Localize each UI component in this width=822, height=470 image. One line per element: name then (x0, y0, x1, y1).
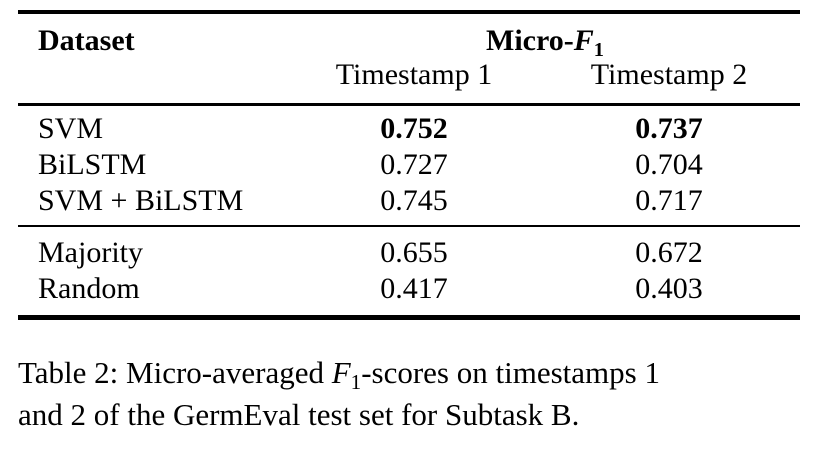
header-rule (18, 103, 800, 106)
timestamp1-value-cell: 0.417 (380, 272, 448, 305)
timestamp2-value-cell: 0.717 (635, 183, 703, 217)
table-row: SVM + BiLSTM 0.745 0.717 (18, 183, 800, 219)
caption-line-1: Table 2: Micro-averaged F1-scores on tim… (18, 352, 808, 394)
timestamp1-value-cell: 0.655 (380, 236, 448, 269)
micro-f1-prefix: Micro- (486, 24, 574, 57)
baseline-separator-rule (18, 224, 800, 227)
caption-text-post: -scores on timestamps 1 (361, 355, 660, 390)
table-header: Dataset Micro-F1 Timestamp 1 Timestamp 2 (18, 14, 800, 103)
header-dataset: Dataset (38, 24, 135, 57)
timestamp2-value-cell: 0.672 (635, 236, 703, 269)
timestamp2-value-cell: 0.737 (635, 111, 703, 145)
header-micro-f1: Micro-F1 (290, 24, 800, 60)
timestamp2-value-cell: 0.403 (635, 272, 703, 305)
model-rows-group: SVM 0.752 0.737 BiLSTM 0.727 0.704 SVM + BiLST… (18, 106, 800, 225)
header-empty-cell (18, 58, 290, 91)
dataset-cell: SVM + BiLSTM (38, 183, 244, 217)
header-timestamp-2: Timestamp 2 (590, 58, 748, 91)
dataset-cell: Random (38, 272, 140, 305)
timestamp1-value-cell: 0.745 (380, 183, 448, 217)
table-top-rule (18, 10, 800, 14)
table-caption: Table 2: Micro-averaged F1-scores on tim… (18, 352, 808, 436)
baseline-rows-group: Majority 0.655 0.672 Random 0.417 0.403 (18, 227, 800, 315)
header-row-1: Dataset Micro-F1 (18, 24, 800, 60)
micro-f1-subscript: 1 (593, 38, 604, 61)
dataset-cell: Majority (38, 236, 143, 269)
table-row: Random 0.417 0.403 (18, 271, 800, 307)
results-table: Dataset Micro-F1 Timestamp 1 Timestamp 2… (18, 10, 800, 320)
dataset-cell: BiLSTM (38, 147, 147, 181)
table-row: SVM 0.752 0.737 (18, 111, 800, 147)
header-row-2: Timestamp 1 Timestamp 2 (18, 58, 800, 91)
dataset-cell: SVM (38, 111, 104, 145)
timestamp2-value-cell: 0.704 (635, 147, 703, 181)
table-row: BiLSTM 0.727 0.704 (18, 147, 800, 183)
caption-text-pre: Table 2: Micro-averaged (18, 355, 332, 390)
timestamp1-value-cell: 0.727 (380, 147, 448, 181)
table-bottom-rule (18, 315, 800, 320)
caption-line-2: and 2 of the GermEval test set for Subta… (18, 397, 580, 432)
micro-f1-symbol: F (573, 24, 594, 57)
table-row: Majority 0.655 0.672 (18, 235, 800, 271)
caption-f1-symbol: F (331, 355, 351, 390)
caption-f1-subscript: 1 (350, 369, 362, 394)
timestamp1-value-cell: 0.752 (380, 111, 448, 145)
header-timestamp-1: Timestamp 1 (335, 58, 493, 91)
